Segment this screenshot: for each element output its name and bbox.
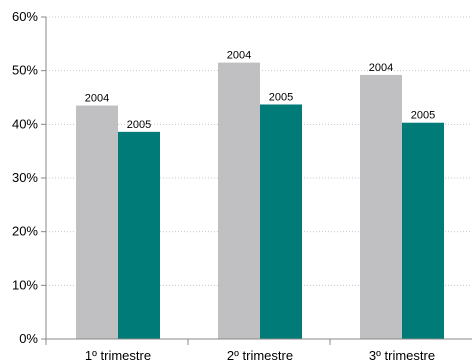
bar-2004-3 [360, 74, 402, 340]
y-tick-label: 60% [12, 9, 38, 24]
y-tick-label: 50% [12, 63, 38, 78]
bars: 2004 2005 2004 2005 2004 2005 [76, 50, 444, 340]
bar-2005-3 [402, 122, 444, 340]
y-axis: 0% 10% 20% 30% 40% 50% 60% [12, 9, 47, 346]
data-label: 2004 [369, 62, 393, 74]
x-category-label: 3º trimestre [369, 348, 435, 363]
data-label: 2004 [85, 93, 109, 105]
data-label: 2005 [127, 119, 151, 131]
y-tick-label: 20% [12, 224, 38, 239]
bar-2005-1 [118, 131, 160, 339]
bar-2004-1 [76, 105, 118, 339]
x-category-label: 2º trimestre [227, 348, 293, 363]
y-tick-label: 40% [12, 116, 38, 131]
bar-2005-2 [260, 104, 302, 339]
x-axis: 1º trimestre 2º trimestre 3º trimestre [45, 338, 472, 363]
data-label: 2005 [411, 110, 435, 122]
data-label: 2004 [227, 50, 251, 62]
bar-2004-2 [218, 62, 260, 339]
y-tick-label: 10% [12, 277, 38, 292]
x-category-label: 1º trimestre [85, 348, 151, 363]
y-tick-label: 0% [19, 331, 38, 346]
data-label: 2005 [269, 91, 293, 103]
y-tick-label: 30% [12, 170, 38, 185]
